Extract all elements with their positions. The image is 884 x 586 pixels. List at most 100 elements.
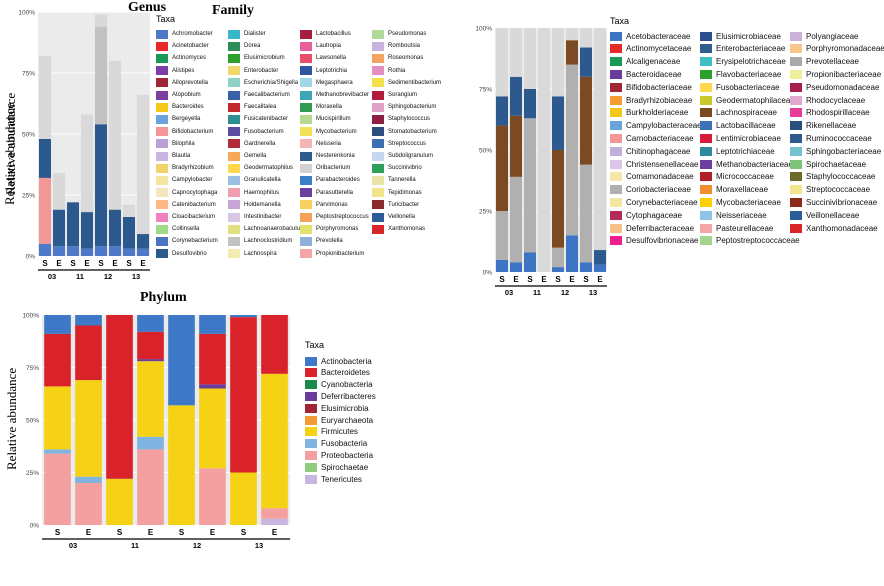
legend-label: Euryarchaeota [321,415,374,425]
legend-label: Granulicatella [244,177,281,184]
bar-segment-achromobacter [80,248,94,256]
legend-swatch [300,200,312,210]
legend-label: Oribacterium [316,165,351,172]
legend-item: Tenericutes [305,473,362,485]
legend-swatch [372,224,384,234]
bar-segment-desulfovibrio [108,209,122,247]
legend-swatch [372,139,384,149]
legend-label: Intestinibacter [244,214,282,220]
legend-label: Capnocytophaga [172,189,218,196]
legend-label: Corynebacterium [172,238,218,245]
legend-label: Haemophilus [244,189,280,196]
legend-swatch [300,90,312,100]
legend-label: Carnobacteriaceae [626,133,694,143]
legend-item: Catenibacterium [156,199,216,211]
legend-item: Carnobacteriaceae [610,132,694,144]
y-tick-label: 25% [479,209,492,216]
legend-swatch [228,41,240,51]
x-sample-label: E [597,275,603,284]
legend-swatch [228,236,240,246]
legend-label: Rothia [388,67,406,74]
legend-swatch [156,249,168,259]
legend-label: Achromobacter [172,31,213,37]
bar-segment-ruminococcaceae [551,96,565,150]
legend-label: Dialister [244,31,266,37]
legend-swatch [156,188,168,198]
legend-item: Geodermatophilaceae [700,94,795,106]
legend-label: Bifidobacterium [172,128,214,135]
legend-label: Tenericutes [321,474,362,484]
legend-label: Lachnospira [244,250,277,257]
legend-swatch [305,474,317,484]
legend-swatch [156,41,168,51]
legend-item: Polyangiaceae [790,30,858,42]
legend-swatch [156,78,168,88]
legend-item: Pseudomonadaceae [790,81,879,93]
legend-label: Lautropia [316,43,342,50]
x-group-label: 13 [132,272,140,281]
legend-swatch [610,69,622,79]
bar-segment-proteobacteria [199,468,226,525]
legend-item: Prevotellaceae [790,56,859,68]
legend-label: Deferribacteraceae [626,223,695,233]
bar-segment-lachnospiraceae [551,150,565,248]
legend-item: Turicibacter [372,199,419,211]
legend-swatch [305,403,317,413]
x-group-label: 11 [131,541,139,550]
legend-swatch [156,224,168,234]
y-tick-label: 50% [22,132,35,139]
legend-swatch [700,236,712,246]
legend-swatch [700,197,712,207]
legend-label: Chitinophagaceae [626,146,691,156]
bar-segment-firmicutes [261,373,288,509]
legend-swatch [305,427,317,437]
legend-title: Taxa [305,340,325,350]
y-tick-label: 25% [22,193,35,200]
legend-label: Romboutsia [388,43,421,50]
legend-swatch [790,223,802,233]
legend-label: Lentimicrobiaceae [716,133,781,143]
legend-item: Campylobacteraceae [610,120,702,132]
y-axis-label-1: Relative abundance [3,92,18,195]
legend-swatch [700,185,712,195]
legend-label: Atopobium [172,92,201,98]
x-sample-label: E [569,275,575,284]
legend-swatch [372,200,384,210]
legend-label: Rikenellaceae [806,121,857,131]
legend-swatch [610,57,622,67]
legend-item: Cyanobacteria [305,379,373,391]
legend-item: Propionibacterium [300,248,364,260]
y-tick-label: 0% [483,270,493,277]
legend-item: Peptostreptococcaceae [700,235,800,247]
chart-title-1: Family [212,3,254,18]
legend-label: Roseomonas [388,55,424,62]
legend-label: Spirochaetae [321,462,369,472]
legend-swatch [610,159,622,169]
legend-swatch [305,356,317,366]
legend-swatch [610,95,622,105]
bar-segment-desulfovibrio [38,138,52,178]
legend-item: Moraxellaceae [700,184,768,196]
bar-segment-other [136,94,150,235]
legend-item: Desulfovibrio [156,248,207,260]
legend-label: Fusobacteriaceae [716,82,780,92]
bar-segment-other [537,28,551,272]
legend-swatch [300,224,312,234]
bar-segment-firmicutes [137,361,164,437]
bar-segment-proteobacteria [137,449,164,525]
legend-item: Sphingobacteriaceae [790,145,881,157]
x-sample-label: E [210,528,216,537]
legend-swatch [156,151,168,161]
legend-label: Lachnospiraceae [716,108,777,118]
legend-swatch [610,31,622,41]
legend-item: Xanthomonadaceae [790,222,878,234]
legend-swatch [700,44,712,54]
bar-segment-actinobacteria [199,315,226,334]
legend-label: Alistipes [172,67,195,74]
legend-item: Leptotrichiaceae [700,145,775,157]
bar-segment-firmicutes [44,386,71,450]
legend-item: Actinobacteria [305,355,372,367]
legend-item: Capnocytophaga [156,187,217,199]
legend-label: Veillonellaceae [806,210,860,220]
bar-segment-other [38,55,52,139]
